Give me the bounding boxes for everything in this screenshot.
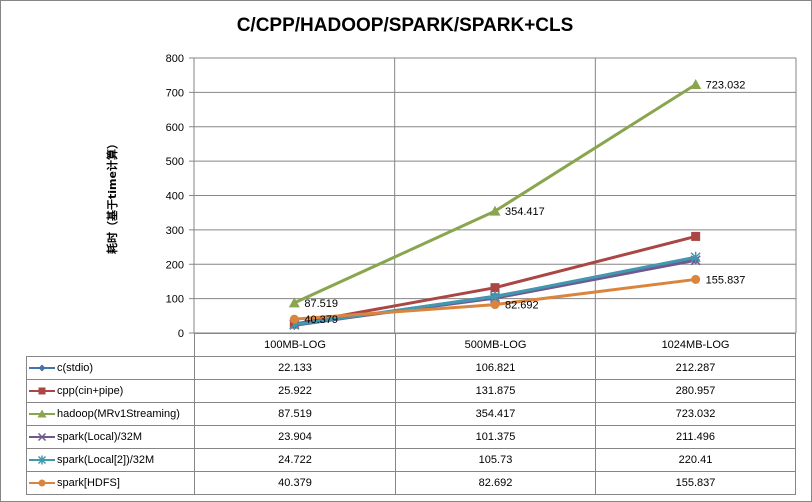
- legend-key-swatch: [29, 479, 55, 487]
- point-marker: [37, 433, 47, 442]
- legend-key-swatch: [29, 433, 55, 442]
- legend-entry: spark[HDFS]: [26, 471, 195, 495]
- y-tick-label: 400: [166, 191, 184, 203]
- table-cell: 155.837: [595, 471, 796, 495]
- series-2: [288, 78, 702, 308]
- table-cell: 131.875: [395, 379, 596, 403]
- legend-entry: spark(Local)/32M: [26, 425, 195, 449]
- y-tick-label: 200: [166, 259, 184, 271]
- point-marker: [691, 274, 701, 284]
- point-marker: [490, 300, 500, 310]
- legend-key: [29, 386, 55, 396]
- x-tick-label: 1024MB-LOG: [595, 333, 796, 357]
- y-tick-label: 700: [166, 87, 184, 99]
- table-cell: 25.922: [194, 379, 396, 403]
- table-cell: 354.417: [395, 402, 596, 426]
- point-marker: [690, 251, 701, 263]
- legend-key: [29, 432, 55, 442]
- data-label: 155.837: [706, 274, 746, 286]
- point-marker: [690, 78, 702, 89]
- y-tick-label: 300: [166, 225, 184, 237]
- legend-label: spark(Local[2])/32M: [57, 454, 155, 467]
- table-cell: 105.73: [395, 448, 596, 472]
- table-cell: 211.496: [595, 425, 796, 449]
- table-cell: 106.821: [395, 356, 596, 380]
- table-row: cpp(cin+pipe) 25.922 131.875 280.957: [26, 379, 796, 403]
- data-table: 100MB-LOG 500MB-LOG 1024MB-LOG c(stdio) 22.1…: [26, 333, 796, 495]
- table-cell: 40.379: [194, 471, 396, 495]
- table-header-row: 100MB-LOG 500MB-LOG 1024MB-LOG: [26, 333, 796, 357]
- table-corner: [26, 333, 195, 357]
- legend-label: spark(Local)/32M: [57, 431, 142, 444]
- legend-key: [29, 409, 55, 419]
- legend-label: cpp(cin+pipe): [57, 385, 124, 398]
- table-cell: 212.287: [595, 356, 796, 380]
- table-row: c(stdio) 22.133 106.821 212.287: [26, 356, 796, 380]
- table-cell: 22.133: [194, 356, 396, 380]
- y-tick-label: 100: [166, 294, 184, 306]
- data-label: 87.519: [304, 298, 338, 310]
- legend-key-swatch: [29, 409, 55, 418]
- table-row: spark(Local[2])/32M 24.722 105.73 220.41: [26, 448, 796, 472]
- point-marker: [691, 231, 701, 241]
- data-label: 40.379: [304, 314, 338, 326]
- point-marker: [38, 387, 46, 395]
- y-tick-label: 800: [166, 53, 184, 65]
- point-marker: [38, 479, 46, 487]
- legend-key-swatch: [29, 364, 55, 372]
- x-tick-label: 100MB-LOG: [194, 333, 396, 357]
- point-marker: [489, 205, 501, 216]
- y-tick-label: 500: [166, 156, 184, 168]
- table-cell: 23.904: [194, 425, 396, 449]
- point-marker: [37, 455, 47, 465]
- chart-title: C/CPP/HADOOP/SPARK/SPARK+CLS: [236, 15, 574, 36]
- legend-key-swatch: [29, 387, 55, 395]
- data-label: 82.692: [505, 300, 539, 312]
- point-marker: [37, 409, 47, 418]
- legend-key: [29, 455, 55, 465]
- point-marker: [38, 364, 46, 372]
- table-row: spark[HDFS] 40.379 82.692 155.837: [26, 471, 796, 495]
- legend-key: [29, 363, 55, 373]
- legend-label: c(stdio): [57, 362, 94, 375]
- data-label: 723.032: [706, 79, 746, 91]
- table-cell: 723.032: [595, 402, 796, 426]
- series-5: [289, 274, 701, 324]
- data-label: 354.417: [505, 206, 545, 218]
- legend-key: [29, 478, 55, 488]
- table-row: hadoop(MRv1Streaming) 87.519 354.417 723.03…: [26, 402, 796, 426]
- table-row: spark(Local)/32M 23.904 101.375 211.496: [26, 425, 796, 449]
- table-cell: 87.519: [194, 402, 396, 426]
- legend-label: hadoop(MRv1Streaming): [57, 408, 180, 421]
- point-marker: [289, 314, 299, 324]
- legend-entry: cpp(cin+pipe): [26, 379, 195, 403]
- table-cell: 24.722: [194, 448, 396, 472]
- table-cell: 280.957: [595, 379, 796, 403]
- legend-key-swatch: [29, 455, 55, 465]
- legend-label: spark[HDFS]: [57, 477, 120, 490]
- table-cell: 220.41: [595, 448, 796, 472]
- legend-entry: spark(Local[2])/32M: [26, 448, 195, 472]
- point-marker: [288, 297, 300, 308]
- table-cell: 101.375: [395, 425, 596, 449]
- legend-entry: hadoop(MRv1Streaming): [26, 402, 195, 426]
- table-cell: 82.692: [395, 471, 596, 495]
- legend-entry: c(stdio): [26, 356, 195, 380]
- point-marker: [490, 283, 500, 293]
- x-tick-label: 500MB-LOG: [395, 333, 596, 357]
- y-tick-label: 600: [166, 122, 184, 134]
